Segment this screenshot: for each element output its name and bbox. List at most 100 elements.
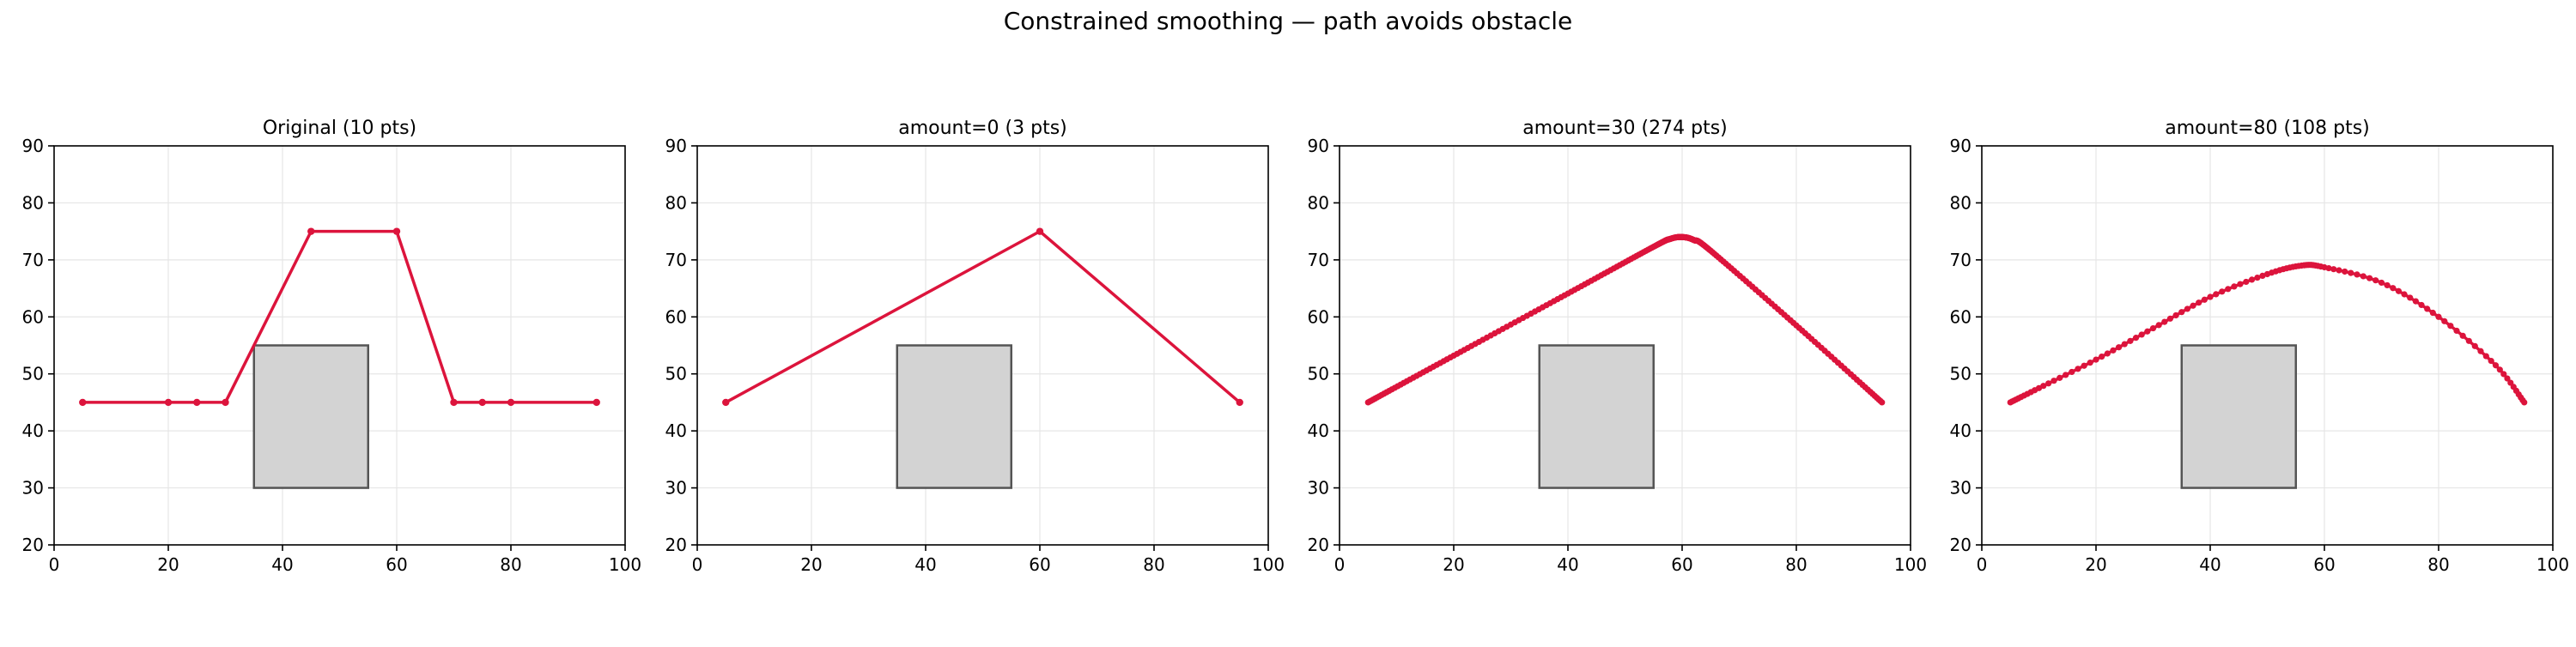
y-tick-label: 70 xyxy=(1950,250,1971,270)
path-point xyxy=(2248,276,2256,283)
x-tick-label: 60 xyxy=(1029,554,1050,575)
path-point xyxy=(222,398,229,407)
path-point xyxy=(2259,272,2266,280)
y-tick-label: 90 xyxy=(1950,136,1971,156)
x-tick-label: 20 xyxy=(157,554,179,575)
path-point xyxy=(1879,399,1886,406)
y-tick-label: 70 xyxy=(22,250,44,270)
y-tick-label: 30 xyxy=(1950,478,1971,499)
y-tick-label: 80 xyxy=(1308,192,1329,213)
path-point xyxy=(2243,278,2250,286)
path-point xyxy=(2075,366,2081,372)
path-point xyxy=(193,398,201,407)
subplot-title: Original (10 pts) xyxy=(263,118,416,139)
path-point xyxy=(2057,374,2063,381)
path-point xyxy=(2110,347,2117,354)
y-tick-label: 80 xyxy=(1950,192,1971,213)
path-point xyxy=(2492,362,2500,369)
path-point xyxy=(2488,357,2494,365)
path-point xyxy=(2390,285,2397,292)
path-point xyxy=(2378,279,2385,287)
path-point xyxy=(2207,293,2214,300)
path-point xyxy=(2504,375,2511,382)
path-point xyxy=(2116,344,2123,351)
y-tick-label: 70 xyxy=(1308,250,1329,270)
path-point xyxy=(2330,266,2337,273)
y-tick-label: 50 xyxy=(1950,364,1971,384)
x-tick-label: 20 xyxy=(1443,554,1464,575)
subplot-title: amount=80 (108 pts) xyxy=(2165,118,2370,139)
path-point xyxy=(2184,305,2190,312)
path-point xyxy=(507,398,515,407)
obstacle-rect xyxy=(252,344,369,489)
path-point xyxy=(2401,291,2408,298)
path-point xyxy=(450,398,458,407)
path-point xyxy=(2201,296,2208,303)
path-point xyxy=(2496,366,2503,373)
path-point xyxy=(2354,271,2360,278)
y-tick-label: 60 xyxy=(1308,306,1329,327)
path-point xyxy=(2127,337,2134,344)
x-tick-label: 80 xyxy=(1785,554,1807,575)
path-point xyxy=(2087,360,2093,366)
y-tick-label: 50 xyxy=(665,364,687,384)
x-tick-label: 60 xyxy=(1671,554,1692,575)
path-point xyxy=(2132,335,2140,342)
figure-title: Constrained smoothing — path avoids obst… xyxy=(1003,7,1573,35)
y-tick-label: 90 xyxy=(665,136,687,156)
path-point xyxy=(79,398,87,407)
axes-frame xyxy=(1339,145,1911,546)
y-tick-label: 20 xyxy=(22,535,44,555)
axes-frame xyxy=(696,145,1269,546)
axes-frame xyxy=(53,145,626,546)
path-point xyxy=(722,398,730,407)
y-tick-label: 40 xyxy=(1950,420,1971,441)
path-point xyxy=(2219,288,2226,295)
path-point xyxy=(2482,353,2489,360)
path-point xyxy=(2465,337,2472,344)
path-point xyxy=(2149,324,2157,332)
y-tick-label: 60 xyxy=(22,306,44,327)
path-point xyxy=(1036,227,1044,235)
y-tick-label: 60 xyxy=(665,306,687,327)
x-tick-label: 100 xyxy=(2537,554,2569,575)
path-line xyxy=(82,229,597,404)
path-point xyxy=(2366,275,2373,281)
y-tick-label: 20 xyxy=(665,535,687,555)
y-tick-label: 80 xyxy=(22,192,44,213)
path-point xyxy=(2121,341,2128,348)
path-point xyxy=(2144,328,2151,335)
x-tick-label: 80 xyxy=(500,554,521,575)
path-point xyxy=(164,398,173,407)
subplot-title: amount=0 (3 pts) xyxy=(898,118,1067,139)
y-tick-label: 40 xyxy=(22,420,44,441)
path-point xyxy=(2213,291,2220,298)
x-tick-label: 0 xyxy=(692,554,703,575)
x-tick-label: 0 xyxy=(1977,554,1988,575)
y-tick-label: 60 xyxy=(1950,306,1971,327)
path-point xyxy=(2069,368,2075,376)
path-point xyxy=(2471,342,2478,349)
chart-panel-4: 0 20 40 60 80 100 20 30 40 50 60 70 80 90 amount=80 (1… xyxy=(1950,118,2570,575)
path-point xyxy=(2342,268,2348,275)
x-tick-label: 60 xyxy=(386,554,407,575)
path-point xyxy=(2099,353,2105,360)
subplot-title: amount=30 (274 pts) xyxy=(1522,118,1728,139)
y-tick-label: 80 xyxy=(665,192,687,213)
y-tick-label: 40 xyxy=(1308,420,1329,441)
path-point xyxy=(2040,383,2047,390)
path-point xyxy=(2459,332,2466,339)
path-point xyxy=(2050,378,2057,384)
path-point xyxy=(2435,313,2442,320)
x-tick-label: 20 xyxy=(800,554,822,575)
x-tick-label: 20 xyxy=(2085,554,2106,575)
path-point xyxy=(2412,298,2419,305)
path-point xyxy=(2424,305,2431,312)
path-point xyxy=(2063,372,2069,378)
path-point xyxy=(2500,371,2507,378)
path-point xyxy=(2190,302,2196,309)
path-point xyxy=(2360,273,2366,280)
